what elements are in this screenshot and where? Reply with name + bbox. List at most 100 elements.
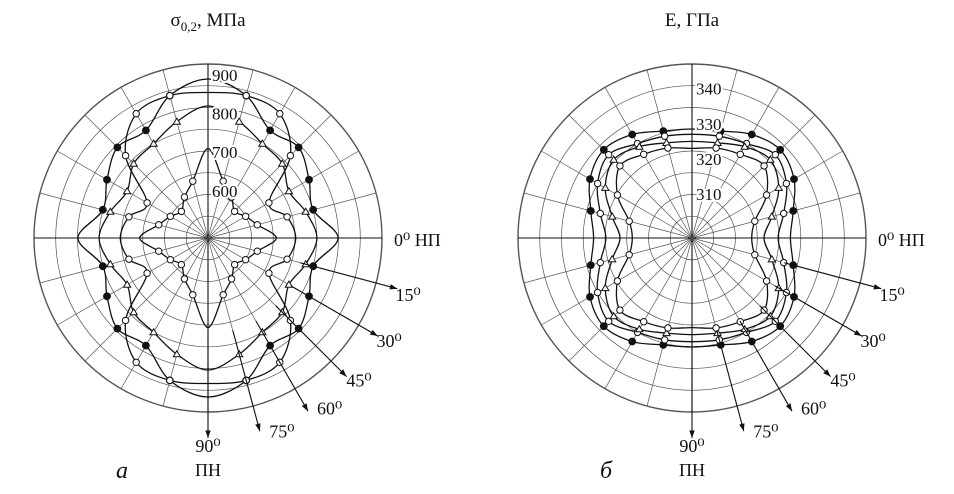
data-point (241, 256, 250, 264)
data-point (172, 117, 182, 125)
angle-label-45: 45⁰ (346, 370, 371, 390)
data-point (241, 212, 250, 221)
grid-spoke (646, 69, 693, 239)
data-point (586, 261, 595, 270)
angle-label-90: 90⁰ (195, 436, 220, 456)
data-point (276, 110, 284, 118)
arrow-head (785, 403, 792, 412)
data-point (661, 132, 669, 140)
data-point (132, 110, 140, 118)
data-point (767, 254, 777, 263)
data-point (309, 205, 318, 214)
arrow-head (853, 329, 862, 336)
data-point (143, 269, 151, 277)
arrow-head (205, 430, 211, 438)
angle-label-15: 15⁰ (396, 285, 421, 305)
data-point (596, 209, 604, 218)
data-point (129, 307, 139, 316)
data-point (628, 130, 637, 139)
grid-spoke (691, 69, 738, 239)
radial-tick-label: 700 (212, 143, 238, 162)
data-point (599, 145, 608, 154)
grid-spoke (39, 237, 209, 284)
data-point (751, 217, 759, 225)
arrow-head (739, 423, 745, 432)
data-point (790, 175, 798, 184)
grid-spoke (84, 114, 209, 239)
title-symbol: σ (170, 10, 180, 31)
data-point (257, 139, 267, 147)
data-point (715, 132, 723, 140)
data-point (98, 205, 107, 214)
data-point (283, 255, 291, 263)
data-point (172, 349, 182, 358)
angle-label-60: 60⁰ (317, 399, 342, 419)
data-point (605, 151, 613, 159)
data-point (105, 259, 115, 268)
data-point (789, 207, 798, 215)
angle-label-15: 15⁰ (880, 285, 905, 305)
grid-spoke (84, 237, 209, 362)
data-point (625, 217, 633, 225)
data-point (607, 254, 617, 263)
data-point (736, 150, 744, 159)
data-point (593, 179, 602, 188)
grid-spoke (207, 150, 359, 239)
grid-spoke (691, 192, 861, 239)
angle-label-0: 0⁰ НП (394, 230, 441, 250)
data-point (286, 151, 295, 160)
data-point (662, 328, 671, 337)
data-point (113, 324, 122, 333)
radial-tick-label: 340 (696, 80, 722, 99)
grid-spoke (523, 237, 693, 284)
arrow-head (301, 403, 308, 412)
angle-label-75: 75⁰ (753, 422, 778, 442)
data-point (166, 212, 175, 221)
data-point (219, 177, 227, 185)
data-point (712, 324, 720, 332)
direction-arrow (275, 305, 347, 377)
data-point (265, 199, 273, 207)
grid-spoke (39, 192, 209, 239)
data-point (640, 318, 648, 326)
data-point (609, 155, 619, 163)
data-point (607, 212, 617, 220)
radial-tick-label: 800 (212, 105, 238, 124)
direction-arrow (716, 330, 745, 432)
angle-label-30: 30⁰ (377, 331, 402, 351)
data-point (125, 255, 133, 263)
panel-label: а (116, 458, 128, 484)
angle-label-75: 75⁰ (269, 422, 294, 442)
direction-arrow (300, 262, 398, 290)
grid-spoke (207, 192, 377, 239)
data-point (122, 186, 132, 195)
data-point (122, 280, 132, 288)
arrow-head (689, 430, 695, 438)
data-point (600, 283, 610, 292)
radial-tick-label: 600 (212, 182, 238, 201)
data-point (121, 316, 130, 325)
data-point (129, 159, 139, 167)
radial-tick-label: 330 (696, 115, 722, 134)
direction-arrow (784, 262, 882, 290)
data-point (782, 179, 791, 188)
data-point (771, 151, 779, 159)
bottom-direction-label: ПН (195, 460, 221, 480)
data-point (628, 337, 637, 346)
data-point (283, 213, 291, 221)
data-point (596, 258, 604, 267)
data-point (776, 145, 785, 154)
data-point (125, 213, 133, 221)
data-point (616, 162, 624, 170)
data-point (609, 311, 619, 320)
data-point (634, 324, 644, 333)
data-point (774, 183, 784, 191)
arrow-head (369, 329, 378, 336)
data-point (227, 275, 236, 283)
data-point (765, 155, 775, 163)
data-point (277, 159, 287, 167)
grid-spoke (691, 87, 780, 239)
polar-grid (517, 63, 867, 413)
